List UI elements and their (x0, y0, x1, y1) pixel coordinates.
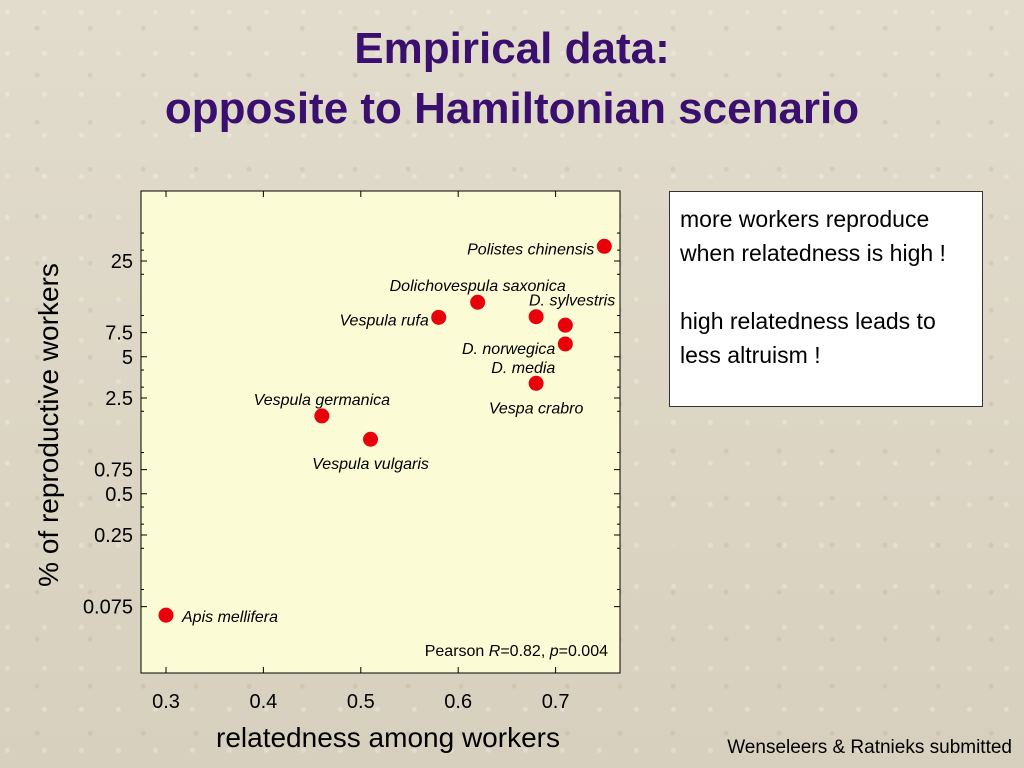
x-tick-label: 0.3 (152, 691, 180, 713)
data-point-label: D. sylvestris (529, 293, 615, 310)
data-point (557, 336, 573, 352)
y-tick-label: 5 (122, 347, 133, 369)
annot-r-value: =0.82, (500, 643, 549, 660)
y-axis-title: % of reproductive workers (33, 263, 64, 587)
data-point (470, 294, 486, 310)
y-tick-label: 0.075 (83, 597, 133, 619)
slide-title-line2: opposite to Hamiltonian scenario (164, 84, 860, 133)
data-point-label: D. norwegica (462, 341, 555, 358)
data-point-label: Vespula vulgaris (312, 456, 429, 473)
data-point-label: D. media (491, 360, 555, 377)
y-tick-label: 0.5 (105, 484, 133, 506)
data-point (363, 431, 379, 447)
data-point (596, 238, 612, 254)
plot-area (140, 190, 621, 674)
data-point-label: Apis mellifera (181, 609, 278, 626)
y-tick-label: 0.25 (94, 525, 133, 547)
y-tick-label: 2.5 (105, 388, 133, 410)
citation-credit: Wenseleers & Ratnieks submitted (727, 737, 1012, 758)
y-tick-label: 7.5 (105, 323, 133, 345)
data-point-label: Vespa crabro (489, 400, 584, 417)
y-tick-label: 25 (111, 251, 133, 273)
data-point (158, 607, 174, 623)
slide-title-line1: Empirical data: (354, 24, 670, 73)
data-point (314, 408, 330, 424)
x-tick-label: 0.5 (347, 691, 375, 713)
annot-p-symbol: p (549, 643, 559, 660)
x-tick-label: 0.6 (444, 691, 472, 713)
data-point-label: Polistes chinensis (467, 241, 594, 258)
data-point (557, 317, 573, 333)
x-tick-label: 0.4 (249, 691, 277, 713)
annot-p-value: =0.004 (559, 643, 608, 660)
conclusion-note: more workers reproduce when relatedness … (669, 191, 983, 407)
data-point (528, 375, 544, 391)
data-point-label: Vespula rufa (339, 312, 428, 329)
x-tick-label: 0.7 (542, 691, 570, 713)
data-point (431, 309, 447, 325)
note-text-1: more workers reproduce when relatedness … (680, 206, 946, 266)
y-tick-label: 0.75 (94, 460, 133, 482)
x-axis-title: relatedness among workers (216, 722, 560, 753)
data-point (528, 309, 544, 325)
note-text-2: high relatedness leads to less altruism … (680, 308, 936, 368)
pearson-annotation: Pearson R=0.82, p=0.004 (425, 643, 608, 660)
data-point-label: Dolichovespula saxonica (390, 278, 566, 295)
annot-r-symbol: R (489, 643, 501, 660)
annot-prefix: Pearson (425, 643, 489, 660)
data-point-label: Vespula germanica (254, 392, 390, 409)
